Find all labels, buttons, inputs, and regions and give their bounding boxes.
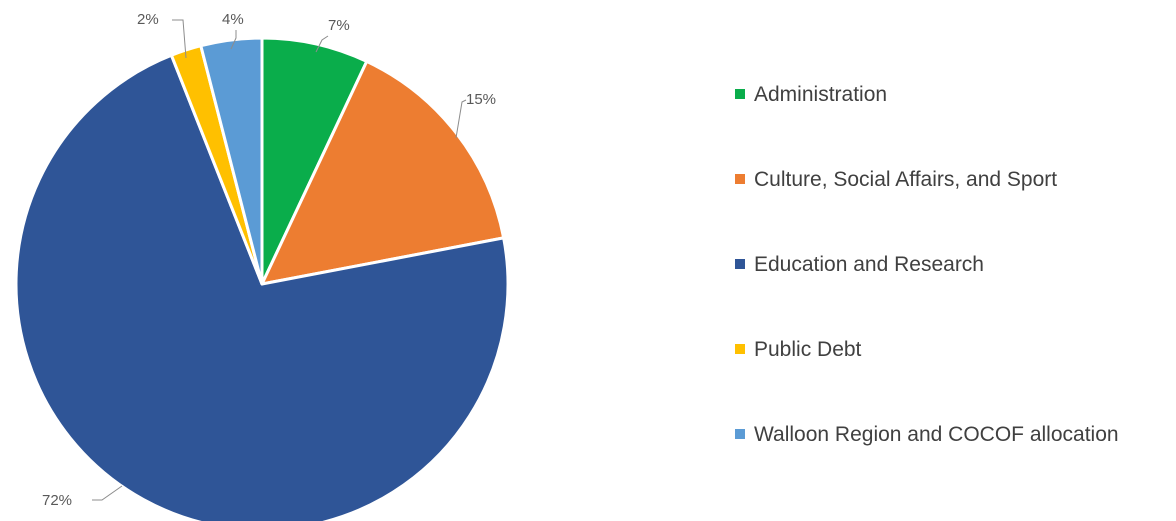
data-label-public-debt: 2% xyxy=(137,11,159,28)
leader-line-public-debt xyxy=(172,19,187,59)
leader-line-walloon-region-and-cocof-allocation xyxy=(230,30,237,50)
legend-swatch-walloon xyxy=(735,429,745,439)
legend-item-culture: Culture, Social Affairs, and Sport xyxy=(735,165,1057,194)
legend-label-culture: Culture, Social Affairs, and Sport xyxy=(754,168,1058,191)
pie-slice-education-and-research xyxy=(14,53,510,521)
legend-item-public-debt: Public Debt xyxy=(735,335,861,364)
legend-label-public-debt: Public Debt xyxy=(754,338,862,361)
legend-swatch-public-debt xyxy=(735,344,745,354)
legend-label-education: Education and Research xyxy=(754,253,984,276)
legend-item-walloon: Walloon Region and COCOF allocation xyxy=(735,420,1119,449)
data-label-education-and-research: 72% xyxy=(42,492,72,509)
legend-item-education: Education and Research xyxy=(735,250,984,279)
legend-swatch-administration xyxy=(735,89,745,99)
legend-item-administration: Administration xyxy=(735,80,887,109)
legend-label-walloon: Walloon Region and COCOF allocation xyxy=(754,423,1119,446)
leader-line-administration xyxy=(315,35,329,53)
pie-slice-administration xyxy=(260,36,369,286)
data-label-walloon-region-and-cocof-allocation: 4% xyxy=(222,11,244,28)
legend-swatch-education xyxy=(735,259,745,269)
leader-line-education-and-research xyxy=(92,485,123,501)
data-label-administration: 7% xyxy=(328,17,350,34)
data-label-culture-social-affairs-and-sport: 15% xyxy=(466,91,496,108)
legend-swatch-culture xyxy=(735,174,745,184)
pie-slice-walloon-region-and-cocof-allocation xyxy=(199,36,264,286)
legend-label-administration: Administration xyxy=(754,83,888,106)
leader-line-culture-social-affairs-and-sport xyxy=(455,99,467,139)
